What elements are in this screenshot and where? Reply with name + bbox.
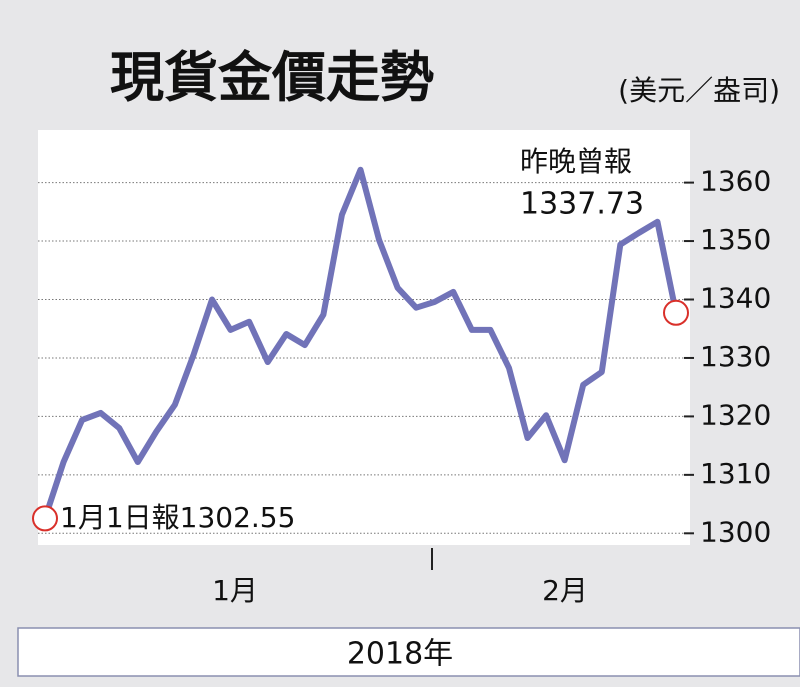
unit-label: (美元／盎司) [618, 74, 780, 107]
price-line [42, 166, 679, 522]
annotation: 1月1日報1302.55 [60, 501, 295, 534]
x-axis-label: 2018年 [347, 637, 453, 672]
plot-area [38, 130, 690, 545]
y-tick-label: 1320 [700, 398, 771, 431]
chart-title: 現貨金價走勢 [110, 45, 434, 109]
annotation: 1337.73 [520, 187, 644, 222]
end-marker [32, 505, 58, 532]
month-label: 2月 [542, 574, 588, 607]
month-label: 1月 [212, 574, 258, 607]
y-tick-label: 1310 [700, 457, 771, 490]
annotation: 昨晚曾報 [520, 145, 632, 178]
y-tick-label: 1350 [700, 223, 771, 256]
y-tick-label: 1340 [700, 282, 771, 315]
y-tick-label: 1330 [700, 340, 771, 373]
y-tick-label: 1360 [700, 165, 771, 198]
footer-strip [17, 627, 800, 677]
end-marker [663, 299, 689, 326]
y-tick-label: 1300 [700, 515, 771, 548]
